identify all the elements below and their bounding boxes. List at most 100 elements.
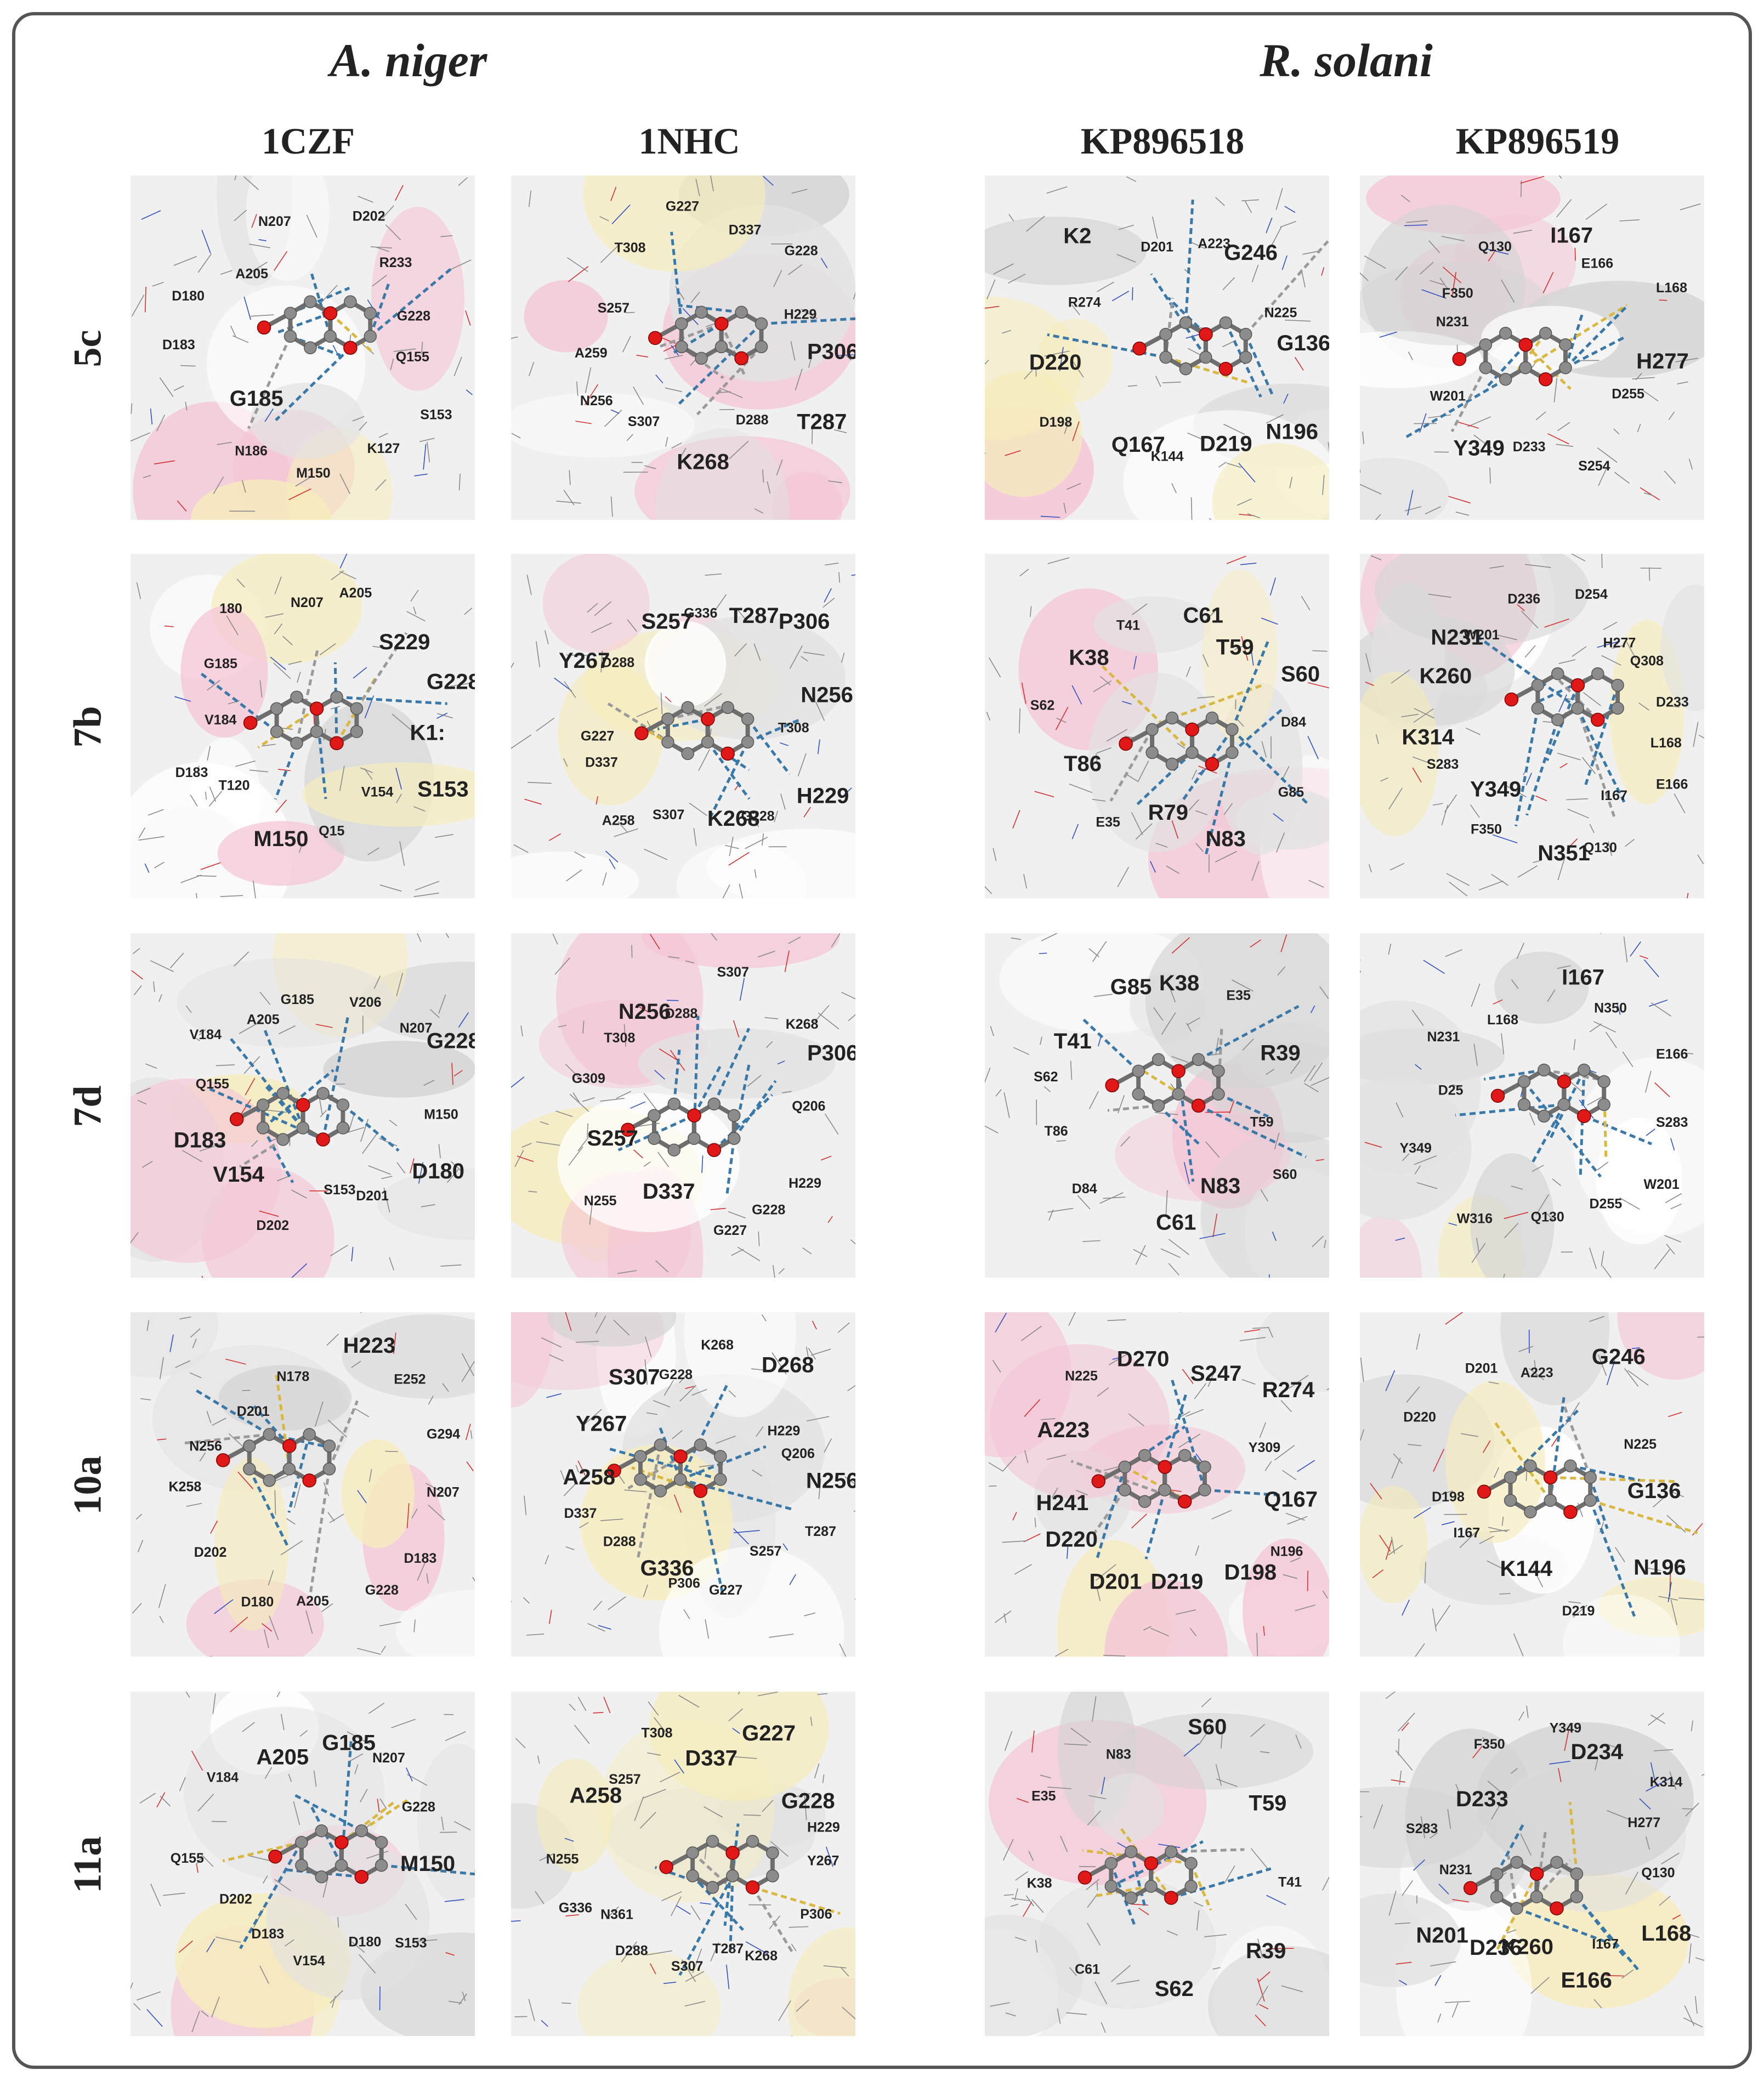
residue-stick	[1244, 1329, 1261, 1332]
ligand-carbon-atom	[1172, 1087, 1185, 1101]
residue-label: E35	[1031, 1789, 1056, 1804]
residue-stick	[1224, 1865, 1235, 1884]
residue-label: K144	[1500, 1557, 1553, 1581]
residue-stick	[705, 573, 722, 576]
ligand-carbon-atom	[687, 1132, 701, 1145]
residue-stick	[1653, 1749, 1674, 1751]
ligand-oxygen-atom	[1570, 678, 1585, 693]
residue-stick	[418, 1162, 424, 1184]
residue-stick	[1301, 596, 1311, 611]
residue-stick	[1646, 1128, 1655, 1136]
residue-stick	[367, 847, 379, 855]
residue-label: T308	[604, 1030, 635, 1046]
ligand-carbon-atom	[290, 736, 303, 750]
surface-patch	[1445, 1380, 1545, 1543]
residue-label: G85	[1278, 785, 1304, 800]
residue-stick	[1552, 1178, 1562, 1186]
residue-stick	[725, 844, 739, 849]
residue-stick	[339, 571, 356, 580]
residue-stick	[719, 387, 743, 398]
residue-label: N83	[1206, 827, 1246, 851]
residue-stick	[1017, 1798, 1029, 1803]
residue-stick	[1194, 1902, 1204, 1907]
residue-stick	[131, 970, 143, 980]
residue-stick	[1128, 1413, 1144, 1427]
residue-stick	[548, 833, 561, 841]
residue-stick	[132, 948, 140, 955]
residue-stick	[1192, 769, 1198, 780]
residue-stick	[1360, 1429, 1365, 1441]
residue-stick	[789, 1574, 796, 1585]
residue-stick	[1424, 1562, 1426, 1584]
residue-stick	[639, 1812, 656, 1829]
residue-label: S60	[1273, 1167, 1297, 1182]
residue-stick	[747, 1074, 762, 1087]
residue-stick	[1077, 1195, 1091, 1210]
ligand-carbon-atom	[1504, 1471, 1517, 1484]
ligand-carbon-atom	[316, 1087, 330, 1100]
residue-label: S307	[628, 414, 660, 429]
residue-label: Q130	[1478, 239, 1512, 254]
residue-stick	[1182, 1369, 1194, 1384]
residue-label: D180	[241, 1595, 274, 1610]
surface-patch	[1500, 1312, 1610, 1405]
ligand-carbon-atom	[1212, 1064, 1225, 1078]
residue-stick	[841, 787, 852, 798]
surface-patch	[246, 175, 330, 281]
residue-stick	[1595, 1757, 1598, 1771]
residue-label: Y267	[807, 1853, 839, 1869]
residue-stick	[514, 2016, 528, 2017]
residue-stick	[406, 611, 426, 622]
residue-stick	[413, 1619, 416, 1632]
docking-panel-5c-1NHC: P306 T287 D288 K268 S307 N256 A259 S257 T308 G227…	[511, 175, 855, 520]
residue-stick	[789, 645, 803, 669]
ligand-oxygen-atom	[1563, 1505, 1578, 1519]
residue-stick	[1195, 1545, 1200, 1556]
residue-stick	[239, 1099, 251, 1117]
residue-stick	[440, 1831, 457, 1833]
residue-stick	[330, 1245, 348, 1256]
ligand-oxygen-atom	[634, 726, 649, 741]
residue-label: H277	[1603, 636, 1636, 651]
residue-stick	[220, 270, 232, 275]
residue-stick	[1087, 1923, 1101, 1946]
residue-stick	[1239, 1337, 1266, 1341]
ligand-carbon-atom	[1159, 327, 1172, 341]
surface-patch	[1207, 1946, 1329, 2036]
residue-stick	[565, 1546, 575, 1551]
residue-stick	[1005, 450, 1021, 456]
residue-stick	[234, 175, 237, 180]
residue-stick	[1520, 175, 1545, 184]
residue-stick	[1421, 289, 1447, 299]
ligand-carbon-atom	[263, 1428, 276, 1441]
residue-stick	[1650, 1714, 1666, 1724]
residue-stick	[1250, 939, 1261, 948]
interaction-bond	[1548, 1069, 1586, 1142]
residue-stick	[430, 1009, 440, 1018]
residue-stick	[1627, 1370, 1649, 1386]
residue-stick	[1024, 1399, 1041, 1417]
residue-stick	[536, 1141, 560, 1146]
residue-stick	[281, 1714, 285, 1731]
residue-stick	[587, 603, 598, 613]
ligand-carbon-atom	[310, 725, 324, 738]
residue-stick	[1447, 1809, 1451, 1829]
residue-stick	[1506, 1929, 1517, 1933]
ligand-carbon-atom	[1192, 1053, 1205, 1067]
residue-stick	[1446, 873, 1470, 886]
residue-stick	[461, 1361, 475, 1382]
residue-stick	[208, 791, 223, 807]
residue-label: D202	[219, 1892, 252, 1907]
interaction-bond	[729, 1875, 734, 1950]
docking-view-svg: S283W201D255Q130W316Y349D25N231L168I167N…	[1360, 933, 1704, 1278]
residue-stick	[1069, 1967, 1077, 1976]
interaction-bond	[679, 1385, 728, 1481]
residue-label: A259	[575, 345, 608, 361]
residue-stick	[1414, 708, 1435, 719]
residue-stick	[1558, 1768, 1562, 1782]
residue-stick	[1402, 1600, 1410, 1616]
residue-stick	[591, 622, 612, 633]
residue-stick	[180, 875, 202, 883]
residue-stick	[135, 1513, 143, 1520]
residue-stick	[1695, 1996, 1698, 2014]
